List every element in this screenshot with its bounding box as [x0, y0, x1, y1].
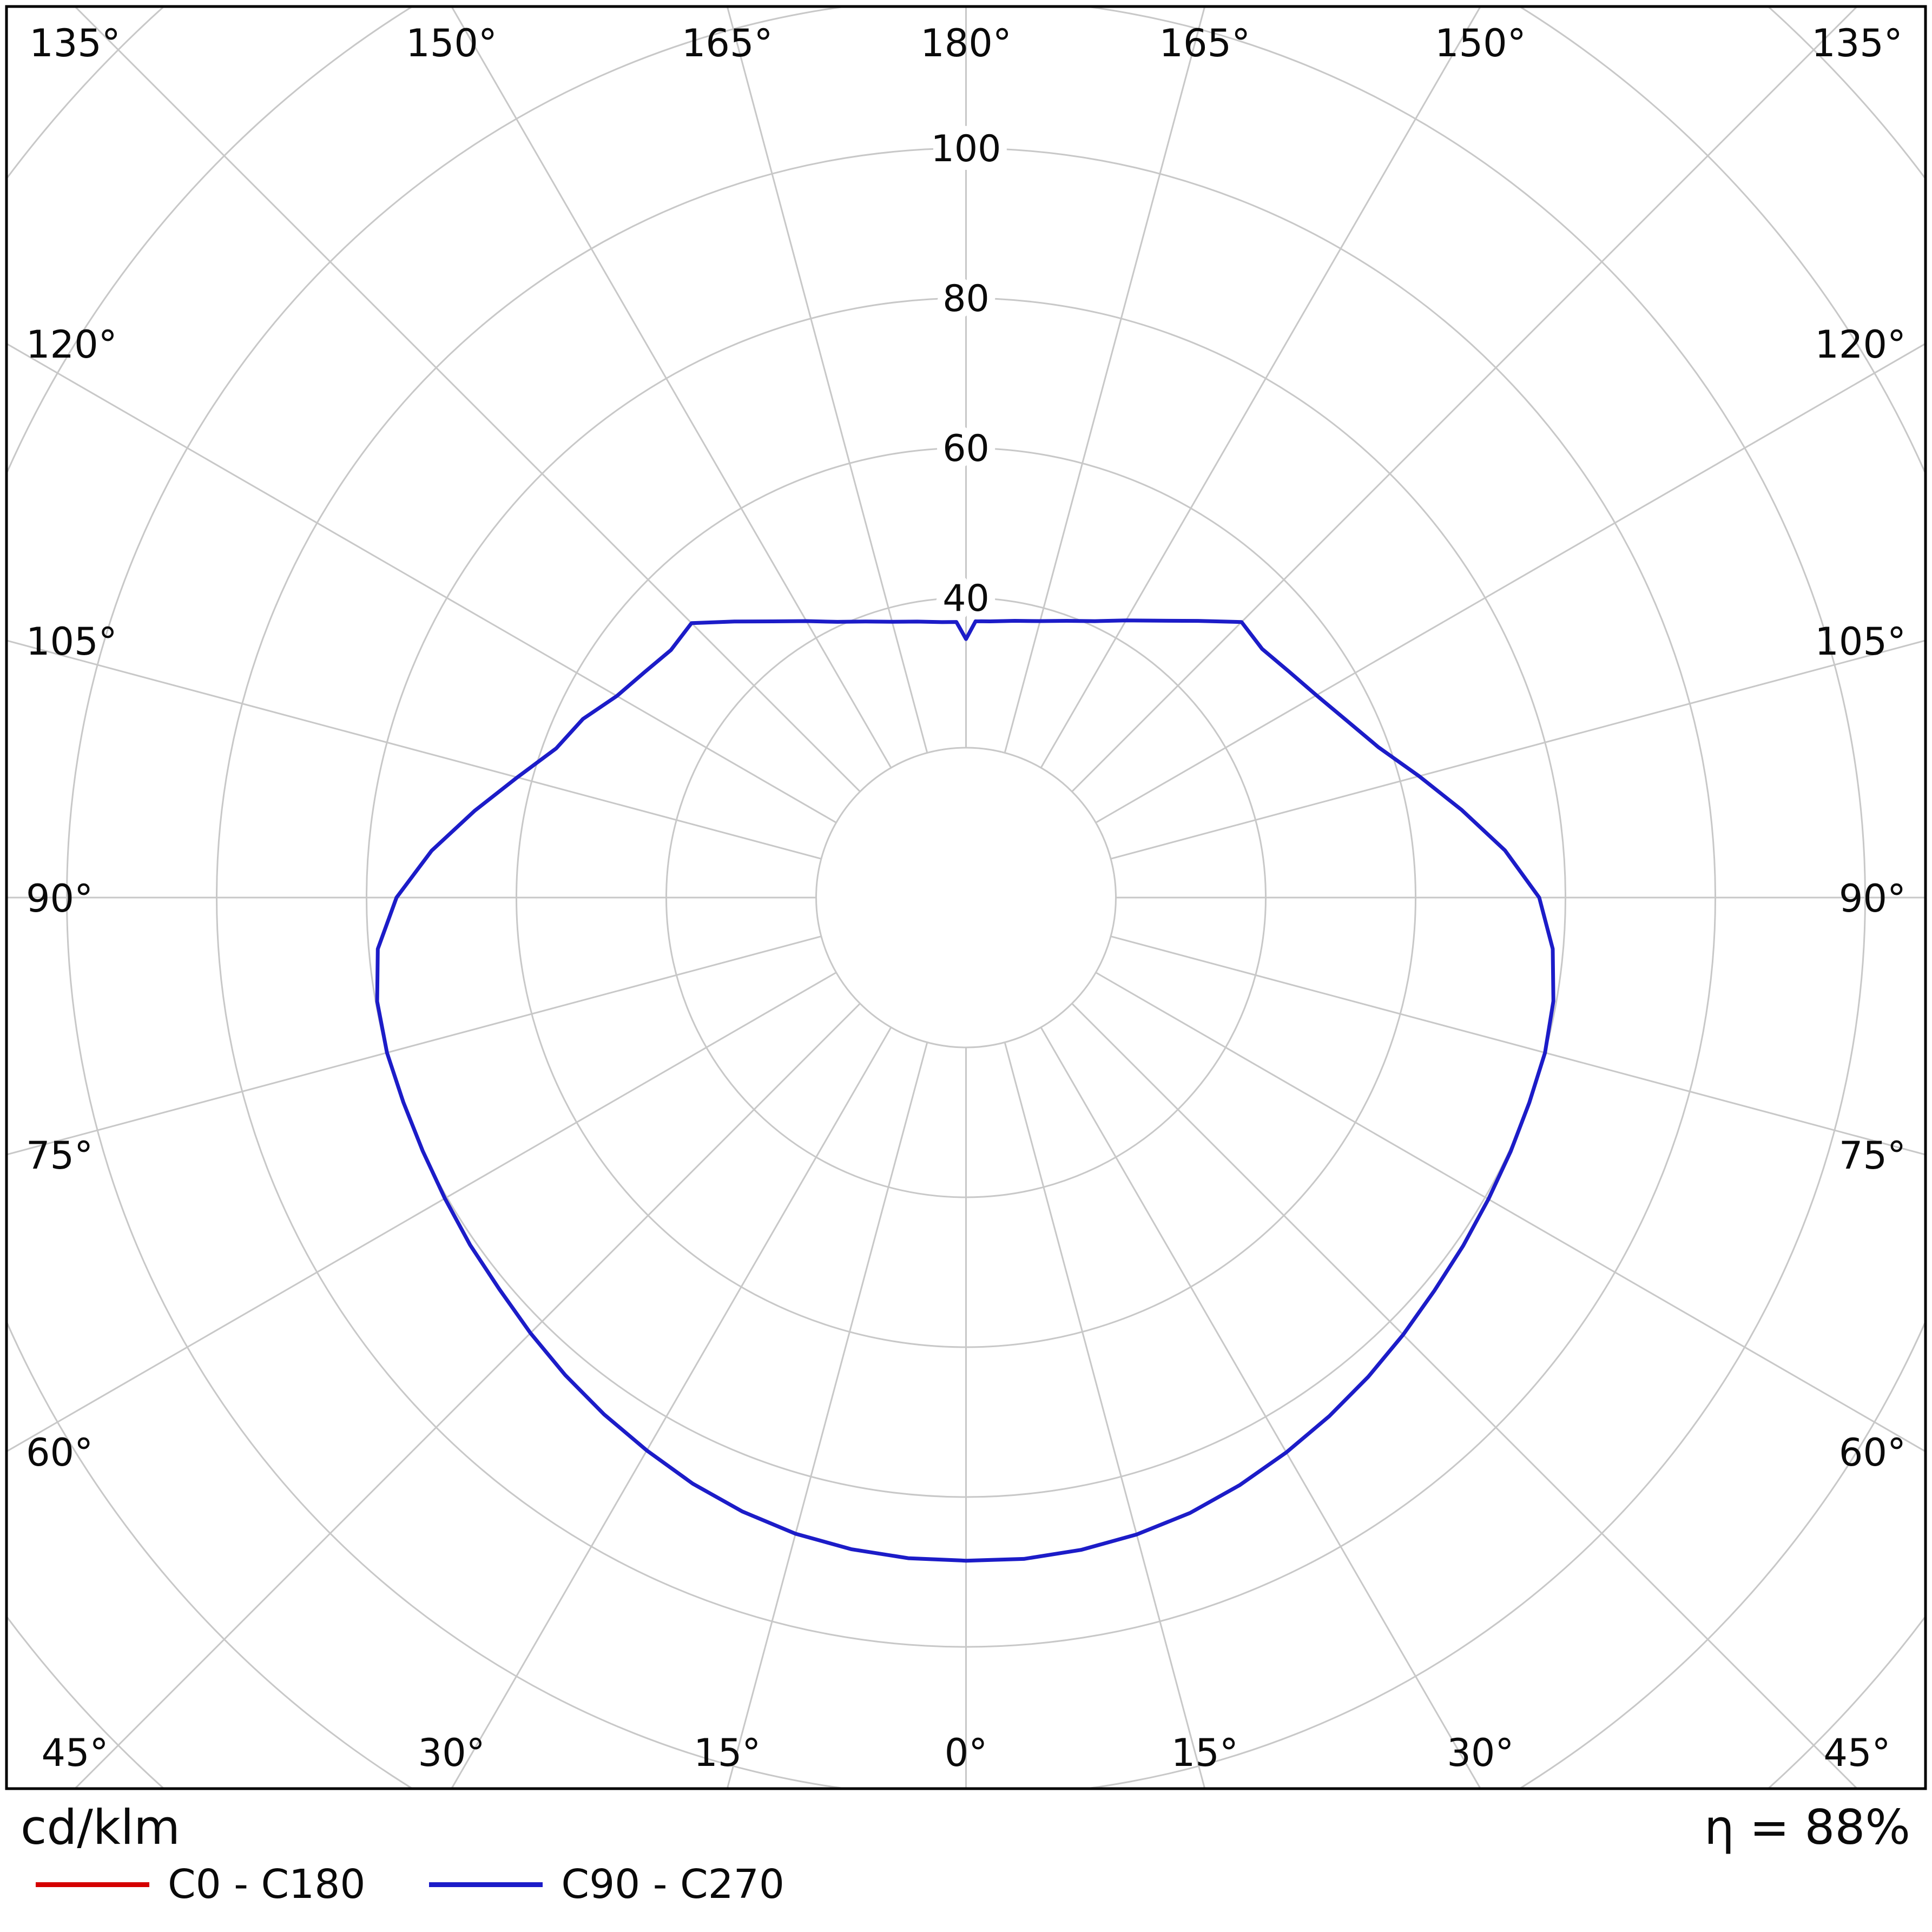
angle-label: 15° — [694, 1731, 761, 1775]
grid-radial-line — [1040, 1027, 1482, 1789]
radial-tick-label: 100 — [931, 128, 1001, 170]
grid-radial-line — [6, 972, 837, 1453]
angle-label: 105° — [1815, 619, 1906, 664]
angle-label: 75° — [26, 1133, 93, 1178]
angle-label: 30° — [418, 1731, 485, 1775]
grid-radial-line — [1071, 6, 1858, 793]
grid-radial-line — [1004, 6, 1206, 753]
grid-radial-line — [726, 6, 928, 753]
legend-swatch-blue-line — [429, 1882, 543, 1887]
footer-row: cd/klm η = 88% — [0, 1789, 1932, 1852]
plot-border — [5, 5, 1927, 1790]
legend-item-c90-c270: C90 - C270 — [429, 1861, 784, 1908]
angle-label: 165° — [682, 21, 773, 65]
grid-radial-line — [6, 342, 837, 823]
grid-radial-line — [1095, 972, 1926, 1453]
grid-radial-line — [6, 935, 822, 1156]
legend-label-c0-c180: C0 - C180 — [168, 1861, 366, 1908]
grid-radial-line — [450, 6, 892, 768]
units-label: cd/klm — [21, 1799, 181, 1855]
angle-label: 60° — [1839, 1430, 1906, 1475]
radial-tick-label: 80 — [942, 278, 990, 320]
angle-label: 120° — [1815, 322, 1906, 367]
radial-tick-label: 40 — [942, 577, 990, 620]
grid-radial-line — [1071, 1003, 1858, 1789]
grid-radial-line — [1110, 935, 1926, 1156]
angle-label: 135° — [29, 21, 121, 65]
angle-label: 150° — [406, 21, 497, 65]
angle-label: 60° — [26, 1430, 93, 1475]
grid-radial-line — [1040, 6, 1482, 768]
angle-label: 165° — [1159, 21, 1250, 65]
angle-label: 90° — [1839, 876, 1906, 921]
angle-label: 15° — [1171, 1731, 1238, 1775]
c90-c270-curve — [375, 618, 1555, 1563]
legend-label-c90-c270: C90 - C270 — [561, 1861, 784, 1908]
angle-label: 90° — [26, 876, 93, 921]
efficiency-label: η = 88% — [1704, 1799, 1910, 1855]
angle-label: 0° — [945, 1731, 988, 1775]
grid-radial-line — [1004, 1042, 1206, 1789]
chart-footer: cd/klm η = 88% C0 - C180 C90 - C270 — [0, 1789, 1932, 1932]
grid-radial-line — [74, 6, 861, 793]
angle-label: 45° — [41, 1731, 108, 1775]
angle-label: 180° — [920, 21, 1012, 65]
angle-label: 75° — [1839, 1133, 1906, 1178]
grid-radial-line — [1095, 342, 1926, 823]
grid-radial-line — [74, 1003, 861, 1789]
legend-item-c0-c180: C0 - C180 — [36, 1861, 365, 1908]
angle-label: 30° — [1447, 1731, 1514, 1775]
legend-swatch-red-line — [36, 1882, 149, 1887]
angle-label: 45° — [1823, 1731, 1890, 1775]
angle-label: 150° — [1435, 21, 1526, 65]
legend: C0 - C180 C90 - C270 — [0, 1861, 1932, 1908]
angle-label: 120° — [26, 322, 117, 367]
grid-radial-line — [726, 1042, 928, 1789]
grid-radial-line — [450, 1027, 892, 1789]
grid-radial-line — [6, 639, 822, 860]
angle-label: 135° — [1811, 21, 1903, 65]
angle-label: 105° — [26, 619, 117, 664]
radial-tick-label: 60 — [942, 427, 990, 470]
grid-circle — [815, 747, 1117, 1049]
grid-radial-line — [1110, 639, 1926, 860]
